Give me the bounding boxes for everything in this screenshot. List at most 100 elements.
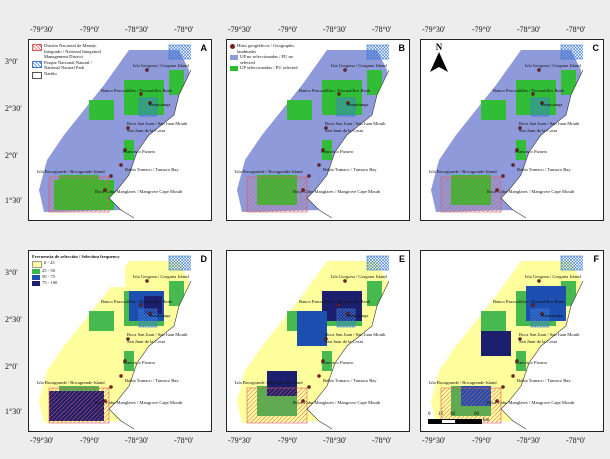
map-b: Isla Gorgona / Gorgona Island Banco Pascu… [227, 40, 409, 220]
x-tick: -79°0' [80, 25, 100, 34]
panel-label: F [593, 254, 600, 264]
legend-sel: UP seleccionadas / PU selected [240, 65, 298, 71]
place-label-pascualillos: Banco Pascualillos / Pascualillos Bank [101, 88, 173, 93]
x-tick: -78°30' [517, 436, 541, 445]
y-tick: 2°0' [5, 362, 18, 371]
panel-label: D [200, 254, 208, 264]
x-tick: -79°30' [422, 25, 446, 34]
place-label-boca_san_juan: Boca San Juan / San Juan Mouth [127, 332, 188, 337]
panel-f: Isla Gorgona / Gorgona Island Banco Pascu… [420, 250, 604, 432]
map-d: Isla Gorgona / Gorgona Island Banco Pascu… [29, 251, 211, 431]
place-label-pizarro: Francisco Pizarro [515, 360, 548, 365]
place-label-boca_san_juan: Boca San Juan / San Juan Mouth [519, 332, 580, 337]
scale-tick: 30 [450, 412, 455, 417]
x-tick: -79°0' [80, 436, 100, 445]
hatch-blue-swatch [32, 60, 42, 68]
narino-swatch [32, 71, 42, 79]
x-tick: -79°0' [472, 25, 492, 34]
place-label-san_juan_costa: San Juan de la Costa [519, 339, 557, 344]
place-label-sanquianga: Sanquianga [347, 313, 368, 318]
freq-class: 25 - 50 [42, 267, 56, 273]
x-tick: -79°30' [422, 436, 446, 445]
x-tick: -78°0' [566, 25, 586, 34]
place-label-san_juan_costa: San Juan de la Costa [519, 128, 557, 133]
place-label-gorgona: Isla Gorgona / Gorgona Island [331, 63, 387, 68]
place-label-tumaco: Bahía Tumaco / Tumaco Bay [517, 378, 571, 383]
place-label-tumaco: Bahía Tumaco / Tumaco Bay [323, 378, 377, 383]
place-label-boca_san_juan: Boca San Juan / San Juan Mouth [127, 121, 188, 126]
x-tick: -79°0' [278, 436, 298, 445]
map-c: Isla Gorgona / Gorgona Island Banco Pascu… [421, 40, 603, 220]
place-label-sanquianga: Sanquianga [149, 313, 170, 318]
panel-label: A [200, 43, 208, 53]
y-tick: 1°30' [5, 407, 22, 416]
y-tick: 2°30' [5, 315, 22, 324]
place-label-pascualillos: Banco Pascualillos / Pascualillos Bank [299, 299, 371, 304]
place-label-cabo_manglares: Boca Cabo Manglares / Mangrove Cape Mout… [95, 189, 183, 194]
y-tick: 2°0' [5, 151, 18, 160]
legend-frequency: Frecuencia de selección / Selection freq… [31, 253, 125, 287]
place-label-pizarro: Francisco Pizarro [515, 149, 548, 154]
panel-label: B [398, 43, 406, 53]
place-label-boca_san_juan: Boca San Juan / San Juan Mouth [325, 332, 386, 337]
place-label-boca_san_juan: Boca San Juan / San Juan Mouth [325, 121, 386, 126]
panel-b: Isla Gorgona / Gorgona Island Banco Pascu… [226, 39, 410, 221]
place-label-bocagrande: Isla Bocagrande / Bocagrande Island [235, 169, 303, 174]
legend-pnn: Parque Nacional Natural / National Natur… [44, 59, 92, 71]
freq-class: 50 - 75 [42, 273, 56, 279]
panel-label: C [592, 43, 600, 53]
place-label-pizarro: Francisco Pizarro [321, 149, 354, 154]
place-label-pascualillos: Banco Pascualillos / Pascualillos Bank [101, 299, 173, 304]
panel-d: Isla Gorgona / Gorgona Island Banco Pascu… [28, 250, 212, 432]
place-label-gorgona: Isla Gorgona / Gorgona Island [133, 63, 189, 68]
scale-tick: 15 [438, 412, 443, 417]
freq-class: 0 - 25 [44, 259, 55, 265]
y-tick: 1°30' [5, 196, 22, 205]
place-label-bocagrande: Isla Bocagrande / Bocagrande Island [37, 380, 105, 385]
x-tick: -78°30' [323, 436, 347, 445]
place-label-bocagrande: Isla Bocagrande / Bocagrande Island [429, 169, 497, 174]
place-label-pizarro: Francisco Pizarro [123, 360, 156, 365]
scale-tick: 60 [474, 412, 479, 417]
y-tick: 3°0' [5, 268, 18, 277]
place-label-pizarro: Francisco Pizarro [123, 149, 156, 154]
place-label-gorgona: Isla Gorgona / Gorgona Island [133, 274, 189, 279]
hatch-red-swatch [32, 44, 42, 51]
place-label-tumaco: Bahía Tumaco / Tumaco Bay [125, 378, 179, 383]
panel-e: Isla Gorgona / Gorgona Island Banco Pascu… [226, 250, 410, 432]
x-tick: -78°30' [517, 25, 541, 34]
place-label-tumaco: Bahía Tumaco / Tumaco Bay [323, 167, 377, 172]
place-label-san_juan_costa: San Juan de la Costa [127, 339, 165, 344]
map-f: Isla Gorgona / Gorgona Island Banco Pascu… [421, 251, 603, 431]
y-tick: 3°0' [5, 57, 18, 66]
panel-label: E [398, 254, 405, 264]
scale-unit: km [483, 418, 490, 423]
x-tick: -78°30' [125, 25, 149, 34]
selected-swatch [230, 66, 238, 72]
x-tick: -79°0' [472, 436, 492, 445]
panel-c: Isla Gorgona / Gorgona Island Banco Pascu… [420, 39, 604, 221]
place-label-sanquianga: Sanquianga [149, 102, 170, 107]
place-label-cabo_manglares: Boca Cabo Manglares / Mangrove Cape Mout… [293, 400, 381, 405]
place-label-gorgona: Isla Gorgona / Gorgona Island [331, 274, 387, 279]
x-tick: -79°30' [30, 436, 54, 445]
place-label-cabo_manglares: Boca Cabo Manglares / Mangrove Cape Mout… [487, 189, 575, 194]
place-label-bocagrande: Isla Bocagrande / Bocagrande Island [37, 169, 105, 174]
freq-0-25-swatch [32, 260, 42, 268]
x-tick: -79°30' [228, 436, 252, 445]
x-tick: -79°30' [228, 25, 252, 34]
legend-frequency-title: Frecuencia de selección / Selection freq… [32, 254, 120, 259]
x-tick: -78°0' [372, 25, 392, 34]
place-label-san_juan_costa: San Juan de la Costa [325, 128, 363, 133]
north-label: N [435, 42, 443, 52]
freq-75-100-swatch [32, 280, 40, 286]
place-label-tumaco: Bahía Tumaco / Tumaco Bay [125, 167, 179, 172]
place-label-boca_san_juan: Boca San Juan / San Juan Mouth [519, 121, 580, 126]
place-label-bocagrande: Isla Bocagrande / Bocagrande Island [429, 380, 497, 385]
place-label-bocagrande: Isla Bocagrande / Bocagrande Island [235, 380, 303, 385]
freq-class: 75 - 100 [42, 279, 58, 285]
x-tick: -78°30' [125, 436, 149, 445]
place-label-gorgona: Isla Gorgona / Gorgona Island [525, 63, 581, 68]
not-selected-swatch [230, 55, 238, 61]
